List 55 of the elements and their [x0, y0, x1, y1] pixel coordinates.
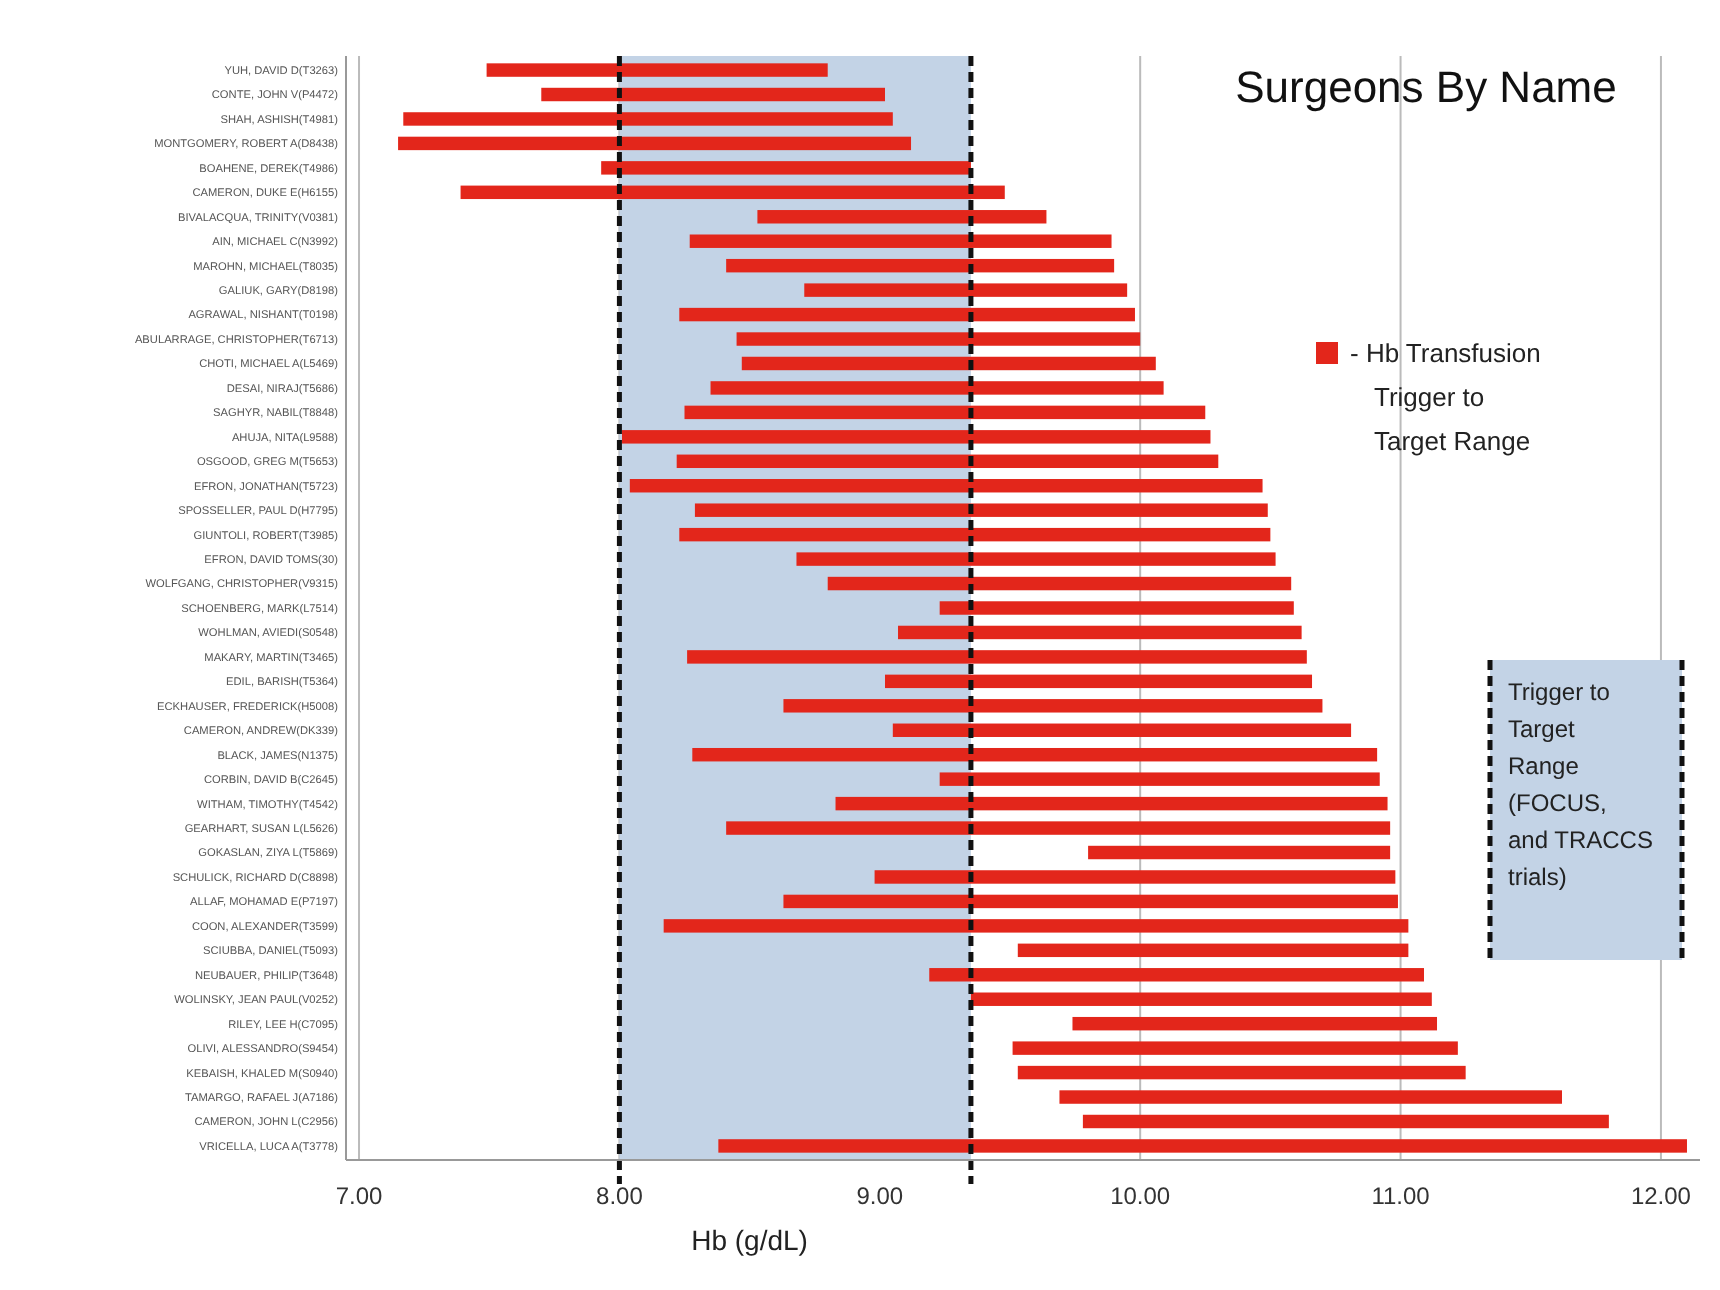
legend-label: - Hb Transfusion Trigger to Target Range	[1350, 338, 1541, 456]
bar	[804, 283, 1128, 297]
bar	[898, 625, 1302, 640]
bar	[679, 527, 1271, 542]
bar	[541, 87, 885, 102]
bar	[676, 454, 1219, 469]
bar	[684, 405, 1206, 420]
bar	[718, 1139, 1687, 1153]
bar	[460, 185, 1005, 200]
bar	[783, 894, 1398, 909]
bar	[692, 747, 1378, 762]
bar	[403, 112, 893, 126]
bar	[835, 796, 1388, 811]
bar	[398, 136, 912, 151]
bar	[601, 161, 971, 175]
x-tick-label: 7.00	[335, 1182, 384, 1210]
chart-title: Surgeons By Name	[1235, 62, 1617, 112]
bar	[1017, 1065, 1466, 1080]
bar	[687, 650, 1307, 664]
bar	[874, 870, 1396, 884]
bar	[783, 699, 1323, 713]
bar	[796, 552, 1276, 566]
bar	[1017, 943, 1409, 958]
bar	[736, 332, 1141, 346]
x-tick-label: 9.00	[856, 1182, 904, 1210]
bar	[741, 356, 1156, 371]
bar	[663, 919, 1409, 933]
x-axis-title: Hb (g/dL)	[691, 1224, 808, 1256]
bar	[622, 430, 1211, 444]
bar	[726, 258, 1115, 273]
bar	[929, 968, 1424, 982]
bar	[827, 576, 1292, 591]
bar	[486, 63, 828, 77]
bar	[679, 307, 1135, 322]
bar	[970, 992, 1432, 1006]
x-tick-label: 10.00	[1110, 1182, 1171, 1210]
bar	[885, 674, 1313, 689]
x-tick-label: 8.00	[596, 1182, 644, 1210]
bar	[726, 821, 1391, 835]
bar	[689, 234, 1112, 248]
bar	[892, 723, 1352, 737]
bar	[1082, 1114, 1609, 1129]
x-tick-label: 12.00	[1630, 1182, 1692, 1210]
annotation: Trigger to Target Range (FOCUS, and TRACCS trials)	[1508, 678, 1653, 891]
bar	[1012, 1041, 1458, 1055]
bar	[939, 772, 1380, 786]
bar	[939, 601, 1294, 615]
x-tick-label: 11.00	[1371, 1182, 1431, 1210]
bar	[629, 479, 1263, 493]
bar	[1088, 845, 1391, 860]
bar	[710, 381, 1164, 395]
bar	[757, 210, 1047, 224]
bar	[694, 503, 1268, 517]
bar	[1072, 1016, 1438, 1031]
bar	[1059, 1090, 1562, 1104]
